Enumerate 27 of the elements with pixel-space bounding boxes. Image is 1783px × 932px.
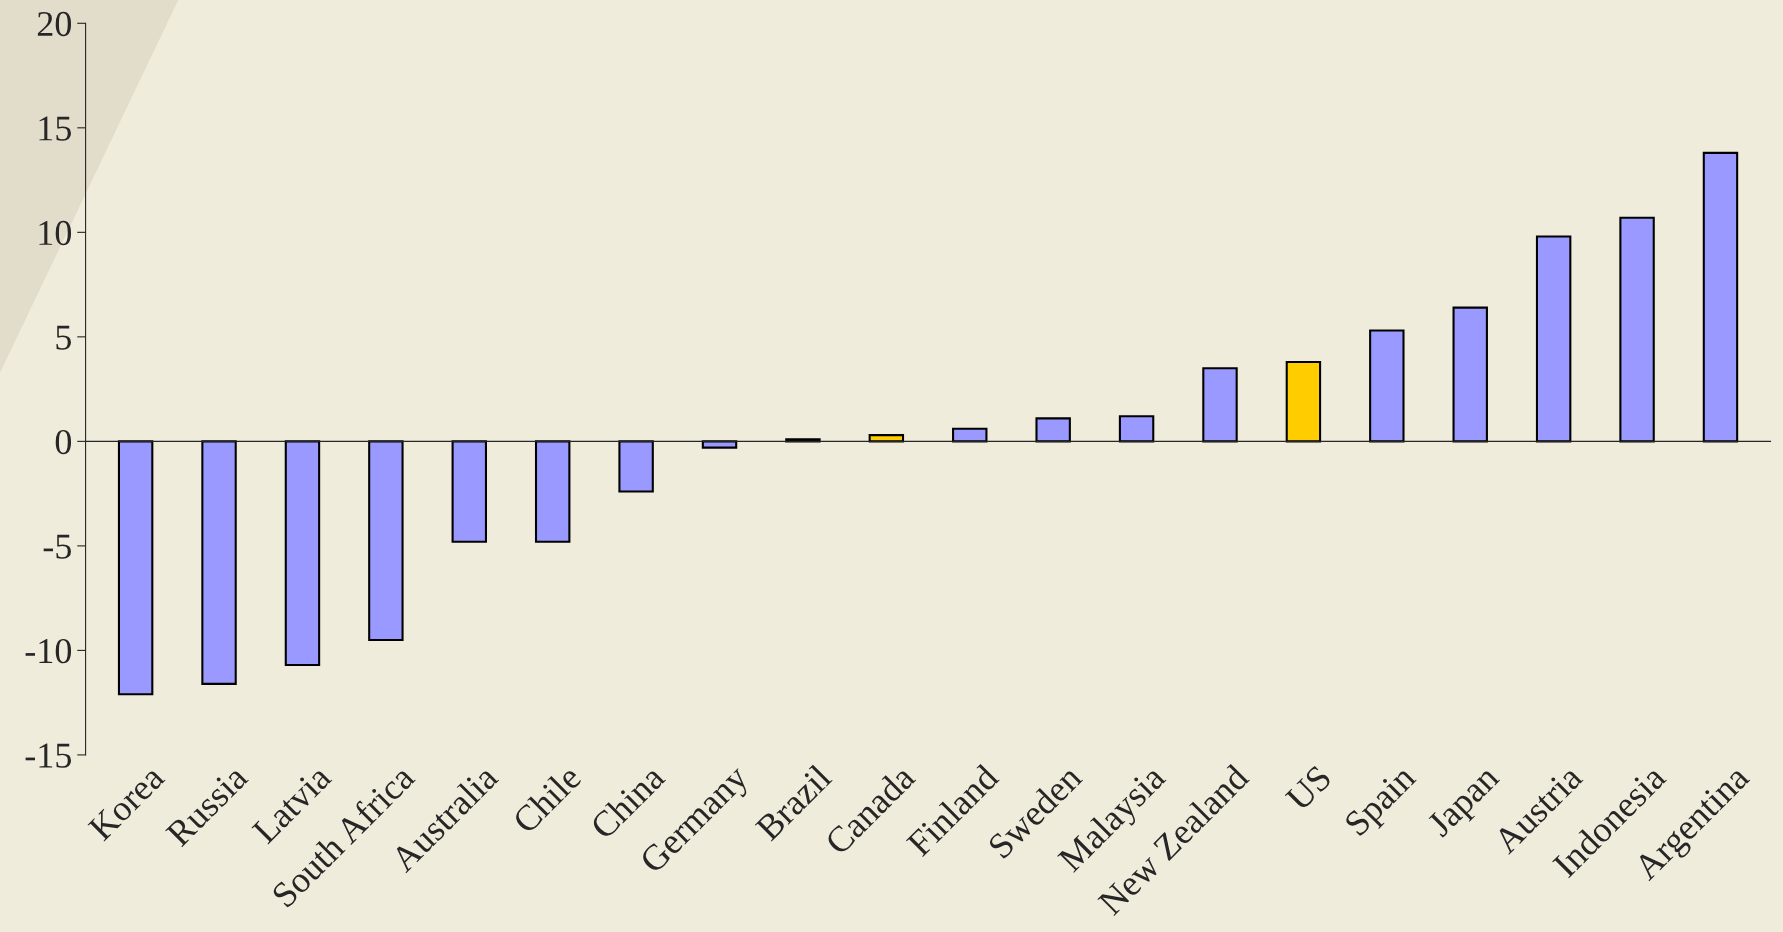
bar <box>201 440 237 685</box>
bar <box>534 440 571 543</box>
bar <box>1535 235 1572 443</box>
bar <box>701 440 738 449</box>
y-tick-label: 15 <box>39 116 71 141</box>
x-tick-label: US <box>1284 764 1333 813</box>
bar <box>1202 367 1238 443</box>
x-tick-label: Chile <box>510 763 583 835</box>
bar <box>1452 306 1488 443</box>
bar <box>1035 417 1071 443</box>
bar <box>1702 151 1739 443</box>
y-tick-label: 0 <box>55 429 72 455</box>
bar <box>117 440 154 696</box>
bar <box>618 440 654 493</box>
y-tick-label: -10 <box>25 638 72 664</box>
y-tick-label: 10 <box>39 220 72 246</box>
y-tick-label: -5 <box>43 534 71 559</box>
bar <box>451 440 487 543</box>
y-tick-label: -15 <box>25 743 71 768</box>
bar <box>284 440 321 667</box>
y-tick-label: 5 <box>56 325 71 350</box>
y-tick-label: 20 <box>37 11 72 37</box>
bar <box>1619 216 1655 443</box>
bar <box>1285 360 1322 443</box>
bar <box>1118 415 1155 443</box>
bar <box>1369 329 1405 443</box>
bar <box>368 440 404 641</box>
